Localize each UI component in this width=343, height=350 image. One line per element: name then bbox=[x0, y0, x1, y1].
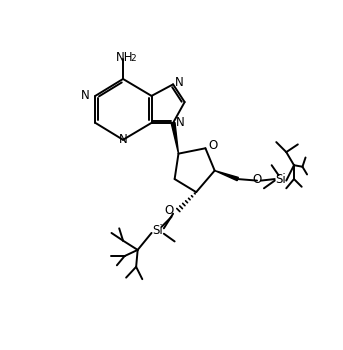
Text: O: O bbox=[252, 173, 262, 186]
Text: N: N bbox=[175, 76, 184, 89]
Text: 2: 2 bbox=[130, 55, 136, 63]
Polygon shape bbox=[171, 122, 178, 154]
Text: Si: Si bbox=[275, 173, 286, 186]
Text: Si: Si bbox=[152, 224, 163, 237]
Text: O: O bbox=[165, 204, 174, 217]
Text: O: O bbox=[209, 139, 218, 153]
Polygon shape bbox=[215, 170, 238, 181]
Text: N: N bbox=[175, 116, 184, 130]
Text: N: N bbox=[119, 133, 127, 146]
Text: N: N bbox=[80, 89, 89, 103]
Text: NH: NH bbox=[116, 51, 133, 64]
